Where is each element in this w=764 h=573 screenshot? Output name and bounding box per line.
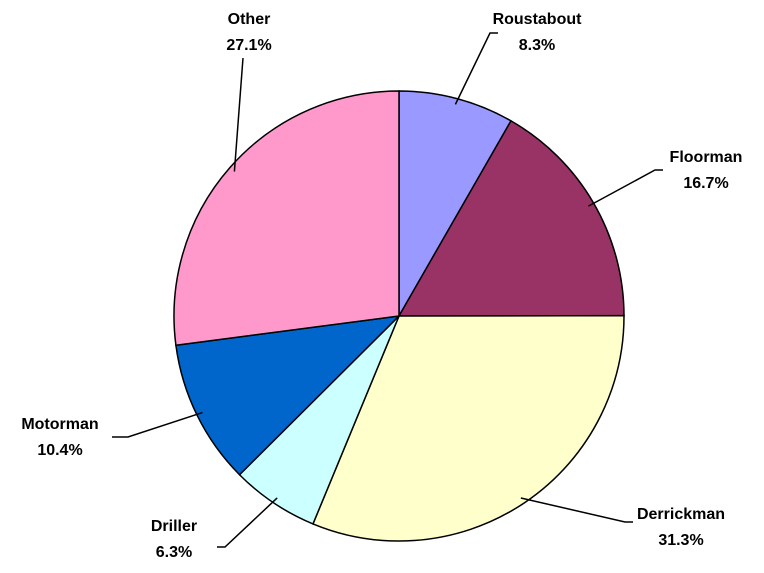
slice-value: 16.7% [683,175,728,192]
slice-value: 27.1% [226,37,271,54]
pie-slice [311,314,625,542]
slice-value: 6.3% [156,544,192,561]
pie-slice [175,314,402,476]
slice-label: Floorman [670,149,743,166]
leader-line [520,497,633,523]
slice-label: Roustabout [493,11,583,28]
slice-label: Driller [151,518,197,535]
pie-slice [398,90,513,319]
leader-line [588,169,663,207]
leader-line [233,57,244,172]
leader-line [217,497,278,548]
slice-label: Other [228,11,271,28]
slice-value: 31.3% [658,532,703,549]
leader-line [112,411,203,438]
slice-value: 8.3% [519,37,555,54]
pie-slice [173,90,400,347]
slice-value: 10.4% [37,442,82,459]
slice-label: Derrickman [637,506,725,523]
leader-line [454,32,498,105]
slice-label: Motorman [21,416,98,433]
